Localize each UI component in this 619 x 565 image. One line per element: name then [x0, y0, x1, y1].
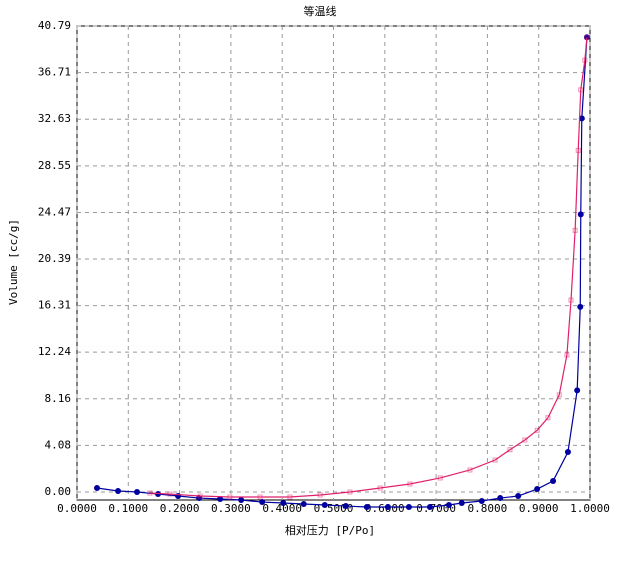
y-tick-label: 28.55 — [38, 159, 71, 172]
y-tick-label: 32.63 — [38, 112, 71, 125]
x-tick-label: 0.6000 — [365, 502, 405, 515]
point — [478, 498, 485, 505]
point — [321, 502, 328, 509]
series-line — [149, 37, 588, 498]
point — [564, 352, 570, 358]
point — [582, 57, 588, 63]
point — [497, 495, 504, 502]
point — [577, 211, 584, 218]
point — [155, 491, 162, 498]
point — [492, 457, 498, 463]
point — [426, 503, 433, 510]
x-tick-label: 0.0000 — [57, 502, 97, 515]
chart-title: 等温线 — [304, 4, 337, 18]
y-tick-label: 8.16 — [45, 392, 72, 405]
point — [437, 475, 443, 481]
point — [577, 303, 584, 310]
point — [568, 297, 574, 303]
point — [115, 487, 122, 494]
point — [556, 392, 562, 398]
point — [363, 503, 370, 510]
point — [280, 499, 287, 506]
point — [507, 447, 513, 453]
point — [300, 500, 307, 507]
point — [134, 489, 141, 496]
point — [550, 478, 557, 485]
point — [522, 437, 528, 443]
y-axis-label: Volume [cc/g] — [7, 219, 20, 305]
point — [259, 499, 266, 506]
point — [575, 147, 581, 153]
point — [94, 485, 101, 492]
point — [384, 503, 391, 510]
point — [467, 467, 473, 473]
point — [545, 415, 551, 421]
x-tick-label: 0.4000 — [262, 502, 302, 515]
y-tick-label: 12.24 — [38, 345, 71, 358]
point — [534, 427, 540, 433]
point — [405, 503, 412, 510]
point — [342, 503, 349, 510]
x-tick-label: 0.3000 — [211, 502, 251, 515]
point — [515, 493, 522, 500]
point — [534, 486, 541, 493]
y-tick-label: 36.71 — [38, 66, 71, 79]
point — [227, 494, 233, 500]
y-tick-label: 0.00 — [45, 485, 72, 498]
point — [445, 502, 452, 509]
point — [147, 490, 153, 496]
point — [347, 489, 353, 495]
point — [578, 115, 585, 122]
y-tick-label: 20.39 — [38, 252, 71, 265]
point — [257, 494, 263, 500]
y-tick-label: 4.08 — [45, 438, 72, 451]
point — [407, 481, 413, 487]
y-tick-label: 40.79 — [38, 19, 71, 32]
point — [317, 492, 323, 498]
point — [287, 494, 293, 500]
point — [377, 485, 383, 491]
point — [217, 495, 224, 502]
point — [574, 387, 581, 394]
point — [167, 491, 173, 497]
point — [572, 227, 578, 233]
point — [458, 499, 465, 506]
x-tick-label: 0.9000 — [519, 502, 559, 515]
point — [578, 87, 584, 93]
y-tick-label: 24.47 — [38, 205, 71, 218]
x-axis-label: 相对压力 [P/Po] — [285, 523, 375, 537]
y-tick-label: 16.31 — [38, 299, 71, 312]
point — [238, 497, 245, 503]
point — [197, 493, 203, 499]
x-tick-label: 0.1000 — [108, 502, 148, 515]
point — [564, 449, 571, 456]
x-tick-label: 0.2000 — [160, 502, 200, 515]
series-line — [96, 37, 588, 508]
x-tick-label: 1.0000 — [570, 502, 610, 515]
point — [584, 34, 590, 40]
x-tick-label: 0.8000 — [468, 502, 508, 515]
